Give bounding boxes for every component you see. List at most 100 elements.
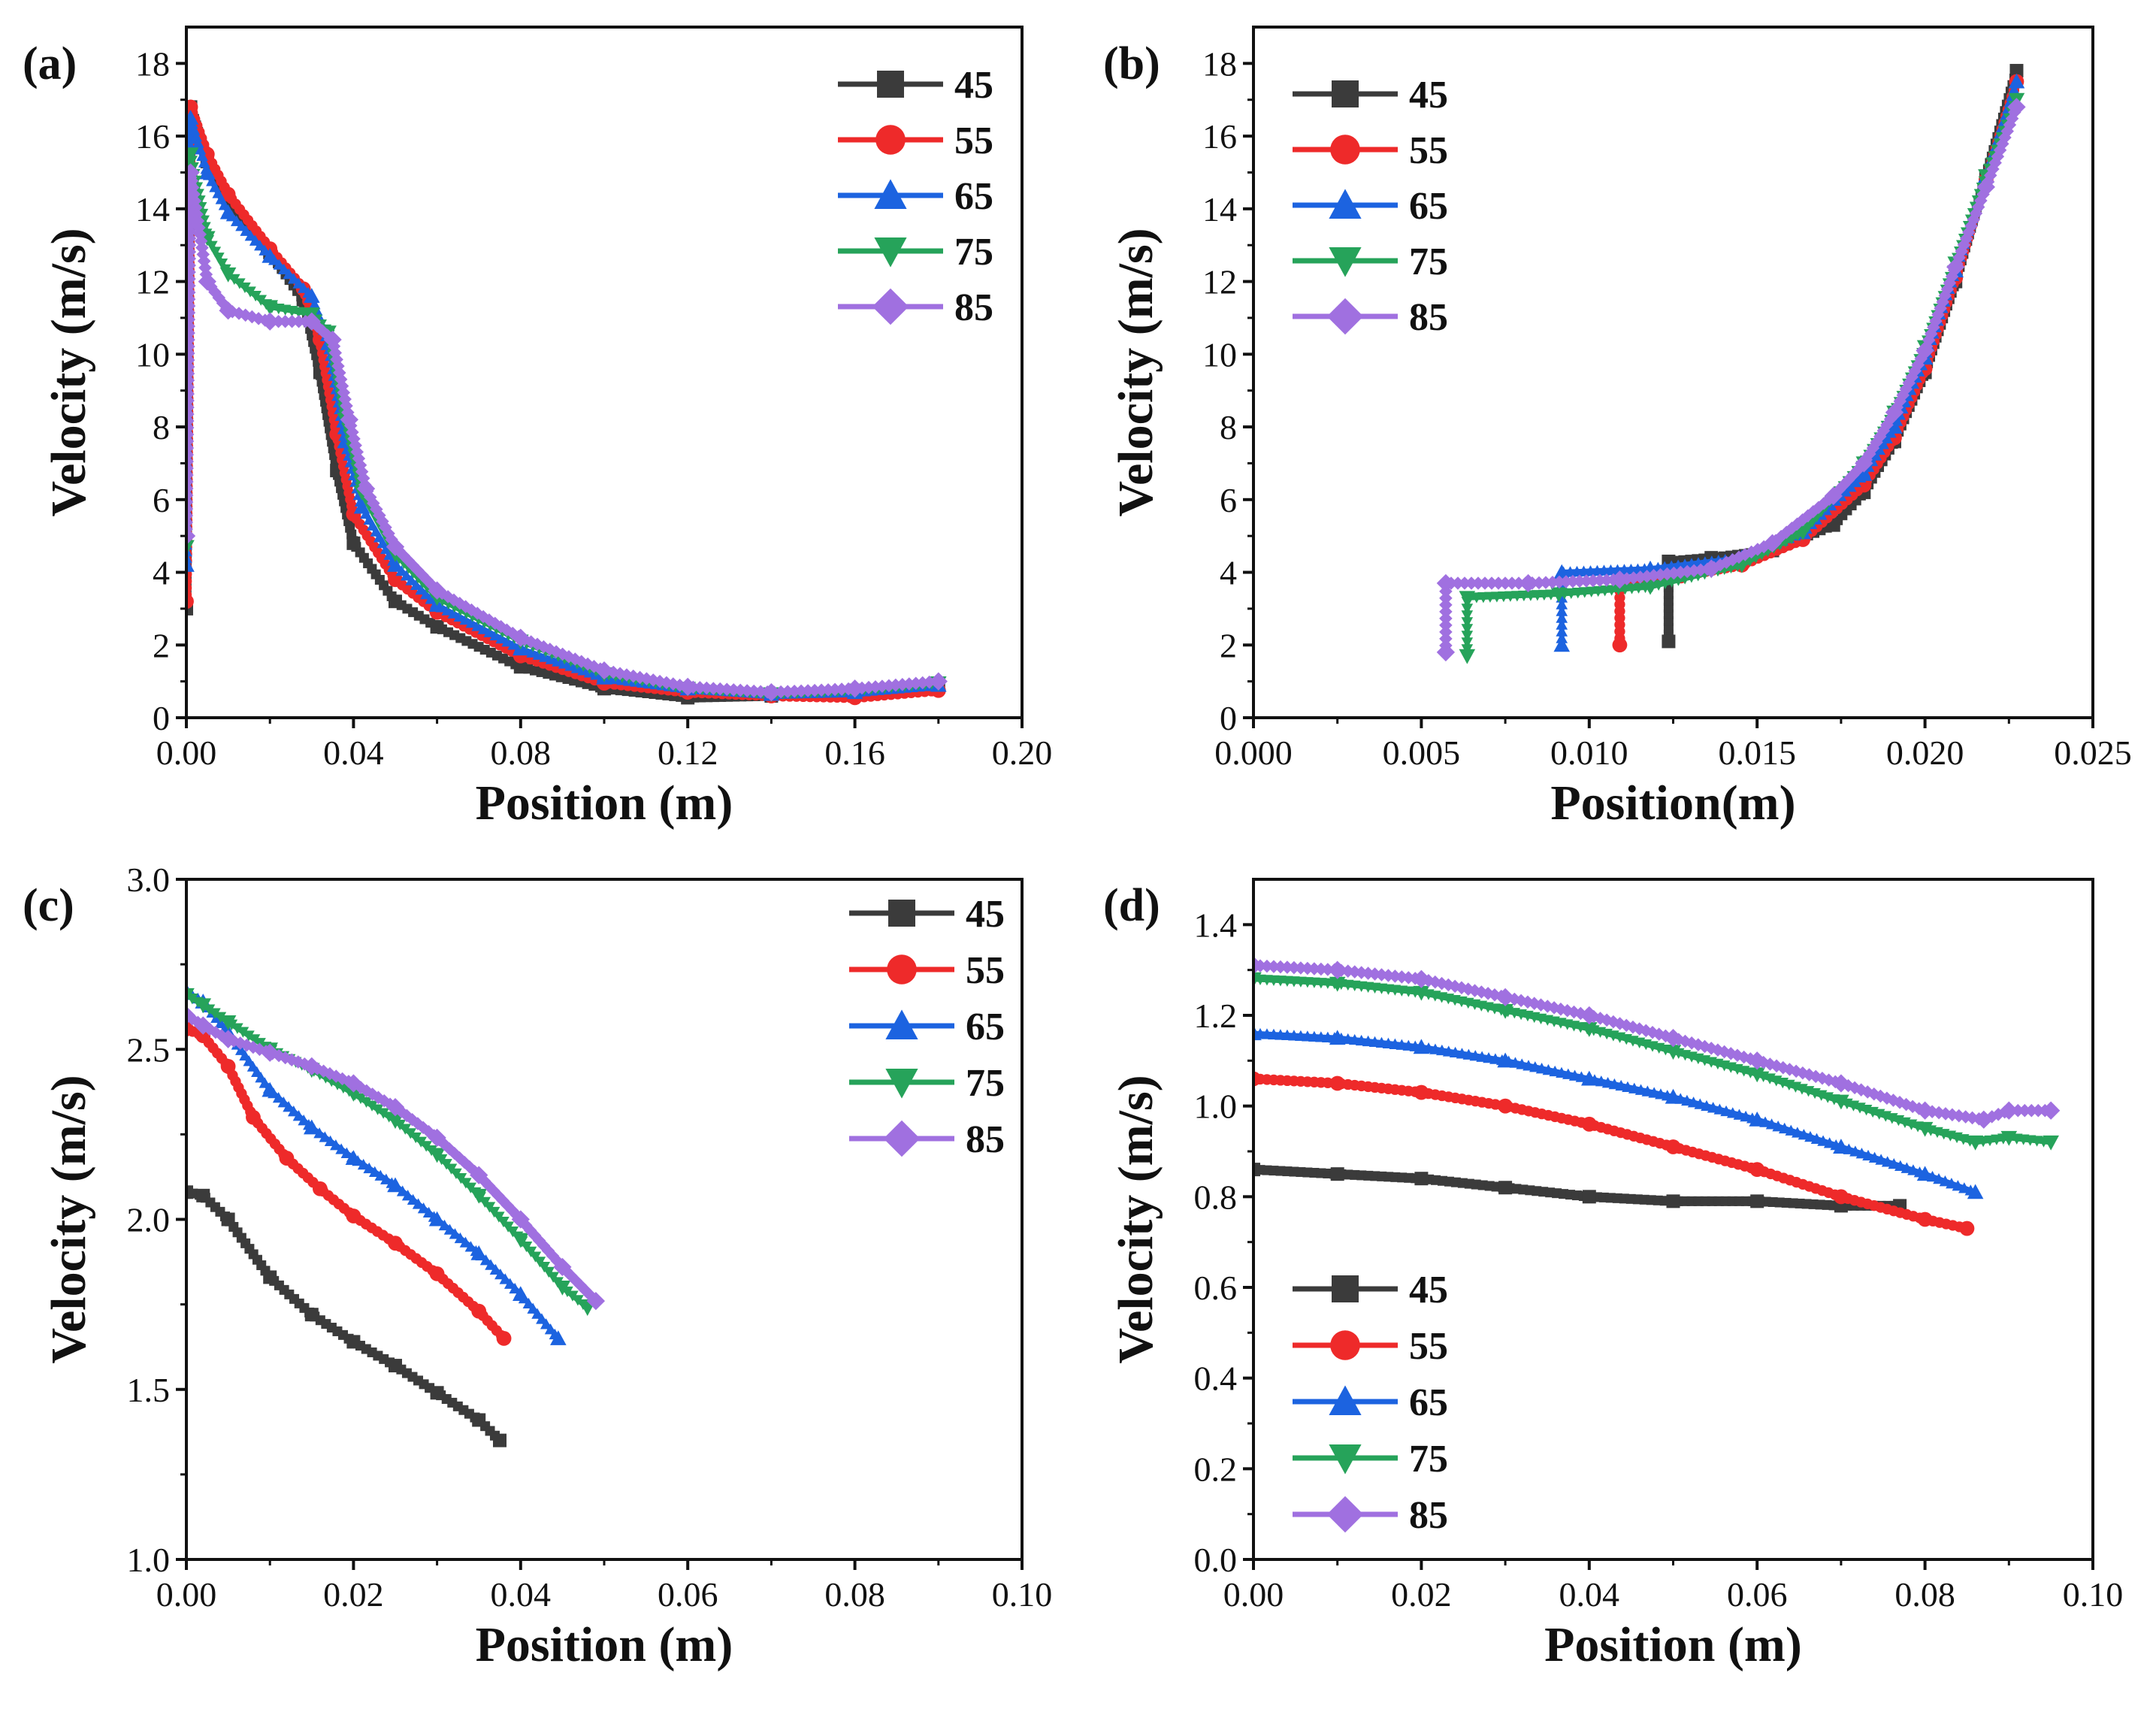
marker-85 bbox=[196, 247, 210, 262]
marker-65 bbox=[277, 1096, 290, 1108]
legend-marker-65 bbox=[1329, 1385, 1362, 1415]
marker-85 bbox=[1619, 1018, 1634, 1033]
legend-marker-65 bbox=[885, 1009, 918, 1039]
series-markers-75 bbox=[1253, 972, 2059, 1151]
marker-75 bbox=[231, 1023, 243, 1034]
marker-65 bbox=[1733, 1109, 1746, 1120]
marker-65 bbox=[230, 215, 243, 226]
data-point-55 bbox=[1917, 1211, 1933, 1227]
x-tick-label: 0.00 bbox=[156, 1575, 217, 1614]
data-point-45 bbox=[186, 1185, 193, 1199]
marker-65 bbox=[1765, 1118, 1778, 1130]
data-point-55 bbox=[1581, 1116, 1597, 1132]
legend-label-85: 85 bbox=[966, 1118, 1005, 1161]
marker-85 bbox=[2018, 1103, 2032, 1118]
series-markers-85 bbox=[1253, 956, 2061, 1129]
data-point-85 bbox=[1976, 177, 1995, 196]
marker-85 bbox=[1439, 612, 1453, 625]
marker-65 bbox=[1823, 1137, 1836, 1148]
marker-65 bbox=[188, 124, 201, 135]
marker-85 bbox=[1991, 1108, 2005, 1121]
marker-65 bbox=[357, 1158, 370, 1170]
data-point-45 bbox=[493, 1433, 506, 1447]
data-point-45 bbox=[389, 594, 402, 609]
marker-65 bbox=[1798, 1129, 1810, 1140]
marker-65 bbox=[1556, 605, 1568, 616]
x-tick-label: 0.08 bbox=[491, 734, 552, 772]
marker-85 bbox=[1886, 1093, 1900, 1107]
marker-85 bbox=[416, 1121, 430, 1135]
series-markers-45 bbox=[1253, 1163, 1907, 1213]
legend-label-55: 55 bbox=[1409, 129, 1448, 172]
marker-65 bbox=[1648, 1087, 1660, 1098]
data-point-85 bbox=[1436, 573, 1456, 593]
data-point-85 bbox=[428, 581, 446, 600]
data-point-75 bbox=[1795, 525, 1811, 541]
y-tick-label: 1.2 bbox=[1194, 997, 1238, 1035]
marker-75 bbox=[243, 1030, 255, 1042]
data-point-45 bbox=[263, 1270, 277, 1284]
marker-75 bbox=[1461, 637, 1474, 649]
marker-65 bbox=[507, 639, 519, 650]
data-point-85 bbox=[1974, 1110, 1993, 1129]
data-point-75 bbox=[1329, 976, 1346, 992]
legend-label-65: 65 bbox=[1409, 185, 1448, 228]
data-point-85 bbox=[586, 1291, 606, 1311]
data-point-75 bbox=[186, 540, 195, 555]
marker-85 bbox=[1381, 969, 1396, 982]
marker-85 bbox=[331, 359, 345, 373]
marker-65 bbox=[1713, 1103, 1726, 1115]
data-point-65 bbox=[304, 288, 320, 303]
series-markers-75 bbox=[186, 147, 947, 703]
marker-75 bbox=[213, 253, 225, 264]
data-point-55 bbox=[1414, 1084, 1429, 1100]
marker-65 bbox=[1549, 1065, 1562, 1077]
y-tick-label: 2.5 bbox=[127, 1030, 171, 1069]
data-point-65 bbox=[1886, 419, 1903, 434]
marker-65 bbox=[412, 1198, 425, 1209]
data-point-85 bbox=[2007, 98, 2026, 116]
marker-65 bbox=[401, 1190, 414, 1201]
data-point-75 bbox=[428, 1148, 446, 1163]
marker-65 bbox=[1542, 1063, 1555, 1075]
data-point-75 bbox=[219, 1015, 237, 1030]
marker-65 bbox=[1933, 1172, 1945, 1184]
series-markers-65 bbox=[1553, 73, 2025, 652]
marker-65 bbox=[1873, 443, 1886, 455]
marker-85 bbox=[1301, 961, 1314, 975]
data-point-85 bbox=[194, 1016, 213, 1035]
data-point-65 bbox=[1581, 1070, 1598, 1086]
marker-65 bbox=[1687, 1096, 1700, 1108]
marker-85 bbox=[233, 1036, 247, 1050]
marker-85 bbox=[1995, 137, 2009, 151]
panel-c: 0.00 0.02 0.04 0.06 0.08 0.10 1.0 1.5 2.0 2.5 3.0 P… bbox=[23, 861, 1052, 1672]
marker-65 bbox=[254, 240, 266, 251]
y-axis-title: Velocity (m/s) bbox=[1108, 1075, 1163, 1363]
marker-85 bbox=[889, 678, 903, 692]
marker-85 bbox=[1943, 276, 1957, 290]
y-tick-label: 10 bbox=[1202, 335, 1237, 374]
data-point-45 bbox=[2009, 64, 2024, 78]
marker-65 bbox=[539, 651, 551, 662]
marker-85 bbox=[330, 352, 343, 367]
data-point-65 bbox=[1749, 1111, 1765, 1127]
data-point-55 bbox=[246, 1109, 261, 1125]
y-tick-label: 4 bbox=[1220, 554, 1237, 592]
data-point-85 bbox=[2000, 1101, 2018, 1120]
legend-label-55: 55 bbox=[966, 949, 1005, 992]
marker-85 bbox=[278, 315, 292, 328]
data-point-65 bbox=[1553, 637, 1571, 652]
marker-65 bbox=[499, 1273, 512, 1284]
marker-65 bbox=[1523, 1060, 1535, 1071]
marker-65 bbox=[1740, 1110, 1752, 1122]
marker-85 bbox=[215, 1029, 228, 1042]
legend: 45 55 65 75 85 bbox=[849, 893, 1005, 1161]
marker-65 bbox=[278, 263, 290, 275]
marker-65 bbox=[374, 1169, 387, 1181]
marker-85 bbox=[1867, 1087, 1881, 1101]
marker-85 bbox=[801, 684, 815, 697]
marker-85 bbox=[1260, 959, 1274, 973]
legend-marker-75 bbox=[1329, 1444, 1362, 1475]
data-point-55 bbox=[279, 1151, 295, 1166]
series-markers-55 bbox=[186, 1021, 512, 1346]
